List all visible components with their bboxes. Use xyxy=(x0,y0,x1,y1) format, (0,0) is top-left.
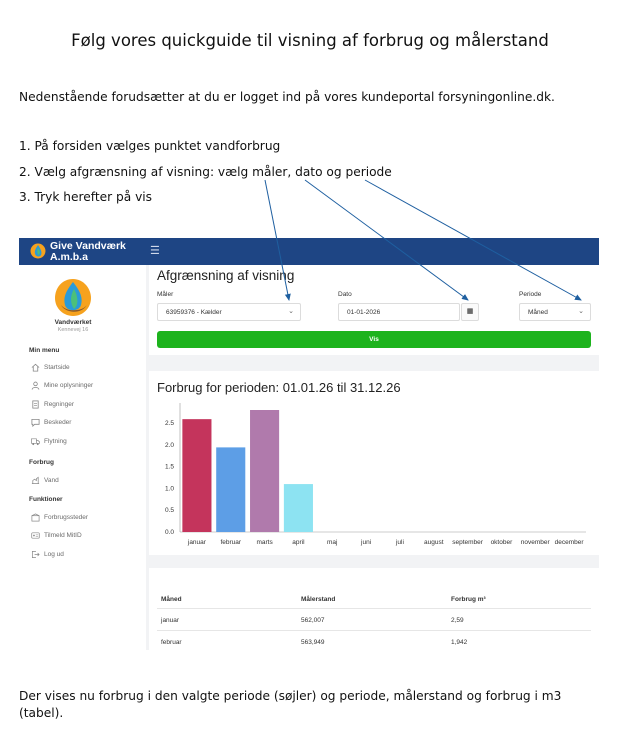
doc-intro: Nedenstående forudsætter at du er logget… xyxy=(19,90,555,104)
meter-select-value: 63959376 - Kælder xyxy=(166,309,222,316)
step-1: 1. På forsiden vælges punktet vandforbru… xyxy=(19,139,281,153)
sidebar-item-tilmeld-mitid[interactable]: Tilmeld MitID xyxy=(31,531,82,540)
y-tick-label: 0.0 xyxy=(165,529,174,536)
table-cell: 562,007 xyxy=(301,617,325,624)
org-name: Vandværket xyxy=(54,319,92,326)
step-2: 2. Vælg afgrænsning af visning: vælg mål… xyxy=(19,165,392,179)
period-select-value: Måned xyxy=(528,309,548,316)
y-tick-label: 0.5 xyxy=(165,507,174,514)
date-input-value: 01-01-2026 xyxy=(347,309,381,316)
y-tick-label: 2.5 xyxy=(165,420,174,427)
sidebar-item-label: Mine oplysninger xyxy=(44,382,94,389)
menu-heading-forbrug: Forbrug xyxy=(29,459,54,466)
table-cell: 1,942 xyxy=(451,639,468,646)
x-tick-label: juli xyxy=(395,539,404,546)
chart-title: Forbrug for perioden: 01.01.26 til 31.12… xyxy=(157,380,401,395)
bar-april xyxy=(283,484,313,532)
x-tick-label: april xyxy=(292,539,305,546)
meter-label: Måler xyxy=(157,291,174,298)
x-tick-label: november xyxy=(521,539,551,546)
bar-marts xyxy=(250,410,280,532)
org-address: Kennevej 16 xyxy=(57,327,89,333)
sidebar-item-label: Forbrugssteder xyxy=(44,514,89,521)
sidebar-item-label: Log ud xyxy=(44,551,64,558)
sidebar-item-mine-oplysninger[interactable]: Mine oplysninger xyxy=(31,381,93,390)
doc-title: Følg vores quickguide til visning af for… xyxy=(71,31,549,50)
org-logo xyxy=(55,279,91,316)
filter-card: Afgrænsning af visning Måler 63959376 - … xyxy=(149,265,599,355)
chevron-down-icon: ⌄ xyxy=(288,308,294,315)
period-select[interactable]: Måned ⌄ xyxy=(519,303,591,321)
user-icon xyxy=(31,381,40,390)
step-3: 3. Tryk herefter på vis xyxy=(19,190,153,204)
y-tick-label: 1.5 xyxy=(165,464,174,471)
sidebar-item-label: Regninger xyxy=(44,401,74,408)
x-tick-label: oktober xyxy=(491,539,514,546)
chevron-down-icon: ⌄ xyxy=(578,308,584,315)
x-tick-label: september xyxy=(452,539,484,546)
table-header-consumption: Forbrug m³ xyxy=(451,596,486,603)
truck-icon xyxy=(31,438,40,446)
sidebar-item-beskeder[interactable]: Beskeder xyxy=(31,418,71,427)
chart-card: Forbrug for perioden: 01.01.26 til 31.12… xyxy=(149,371,599,555)
x-tick-label: august xyxy=(424,539,444,546)
filter-title: Afgrænsning af visning xyxy=(157,268,295,283)
date-input[interactable]: 01-01-2026 xyxy=(338,303,460,321)
sidebar-item-label: Startside xyxy=(44,364,70,371)
logout-icon xyxy=(31,550,40,559)
sidebar-item-label: Flytning xyxy=(44,438,67,445)
message-icon xyxy=(31,418,40,427)
building-icon xyxy=(31,513,40,522)
x-tick-label: februar xyxy=(220,539,241,546)
bar-januar xyxy=(182,419,212,532)
x-tick-label: juni xyxy=(360,539,371,546)
sidebar-item-forbrugssteder[interactable]: Forbrugssteder xyxy=(31,513,88,522)
period-label: Periode xyxy=(519,291,542,298)
y-tick-label: 1.0 xyxy=(165,485,174,492)
table-cell: 563,949 xyxy=(301,639,325,646)
sidebar-item-vand[interactable]: Vand xyxy=(31,476,59,485)
table-header-month: Måned xyxy=(161,596,182,603)
home-icon xyxy=(31,363,40,372)
meter-select[interactable]: 63959376 - Kælder ⌄ xyxy=(157,303,301,321)
table-cell: 2,59 xyxy=(451,617,464,624)
table-cell: januar xyxy=(161,617,180,624)
brand-name: Give Vandværk A.m.b.a xyxy=(50,240,126,263)
sidebar-item-regninger[interactable]: Regninger xyxy=(31,400,74,409)
sidebar-item-label: Tilmeld MitID xyxy=(44,532,82,539)
sidebar-item-flytning[interactable]: Flytning xyxy=(31,437,67,446)
table-divider xyxy=(157,630,591,631)
consumption-chart: 0.0 0.5 1.0 1.5 2.0 2.5 januar februar marts apri… xyxy=(165,403,586,546)
menu-heading-min-menu: Min menu xyxy=(29,347,60,354)
brand-logo xyxy=(30,243,46,259)
calendar-icon[interactable]: ▦ xyxy=(461,303,479,321)
bar-februar xyxy=(216,447,246,532)
table-header-meter-reading: Målerstand xyxy=(301,596,336,603)
sidebar-item-label: Vand xyxy=(44,477,59,484)
vis-button[interactable]: Vis xyxy=(157,331,591,348)
sidebar-item-log-ud[interactable]: Log ud xyxy=(31,550,64,559)
table-cell: februar xyxy=(161,639,182,646)
table-divider xyxy=(157,608,591,609)
menu-heading-funktioner: Funktioner xyxy=(29,496,63,503)
doc-footer: Der vises nu forbrug i den valgte period… xyxy=(19,689,562,720)
portal-topbar: Give Vandværk A.m.b.a ☰ xyxy=(19,238,599,265)
x-tick-label: maj xyxy=(327,539,337,546)
document-icon xyxy=(32,400,39,409)
sidebar-item-startside[interactable]: Startside xyxy=(31,363,70,372)
id-card-icon xyxy=(31,532,40,539)
sidebar-item-label: Beskeder xyxy=(44,419,72,426)
sidebar: Vandværket Kennevej 16 Min menu Startsid… xyxy=(19,265,146,650)
consumption-table: Måned Målerstand Forbrug m³ januar 562,0… xyxy=(149,568,599,650)
y-tick-label: 2.0 xyxy=(165,442,174,449)
x-tick-label: marts xyxy=(256,539,273,546)
x-tick-label: december xyxy=(555,539,585,546)
water-icon xyxy=(31,476,40,485)
x-tick-label: januar xyxy=(187,539,207,546)
menu-toggle-icon[interactable]: ☰ xyxy=(150,245,160,257)
date-label: Dato xyxy=(338,291,352,298)
portal-screenshot: Give Vandværk A.m.b.a ☰ Vandværket Kenne… xyxy=(19,238,599,650)
